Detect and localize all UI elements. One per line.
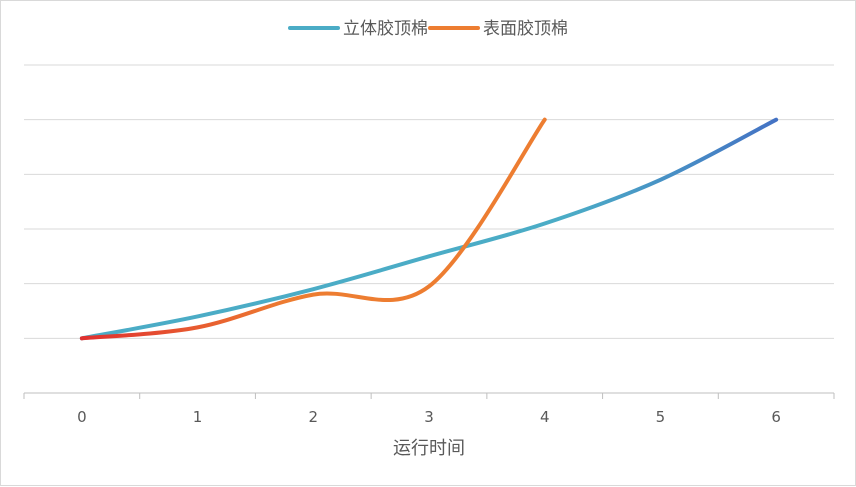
- x-tick-label: 6: [771, 408, 781, 426]
- gridlines: [24, 64, 834, 339]
- series-layer: [79, 117, 779, 341]
- legend-label-1: 表面胶顶棉: [483, 19, 568, 39]
- legend: 立体胶顶棉 表面胶顶棉: [288, 19, 568, 39]
- x-axis-title: 运行时间: [393, 438, 465, 459]
- legend-label-0: 立体胶顶棉: [343, 19, 428, 39]
- x-axis: 0 1 2 3 4 5 6: [23, 392, 835, 426]
- x-tick-label: 2: [309, 408, 319, 426]
- x-tick-label: 4: [540, 408, 550, 426]
- x-tick-label: 1: [193, 408, 203, 426]
- series-line-1: [79, 117, 547, 341]
- x-tick-label: 0: [77, 408, 87, 426]
- x-tick-label: 5: [656, 408, 666, 426]
- series-line-0: [79, 117, 779, 341]
- x-tick-label: 3: [424, 408, 434, 426]
